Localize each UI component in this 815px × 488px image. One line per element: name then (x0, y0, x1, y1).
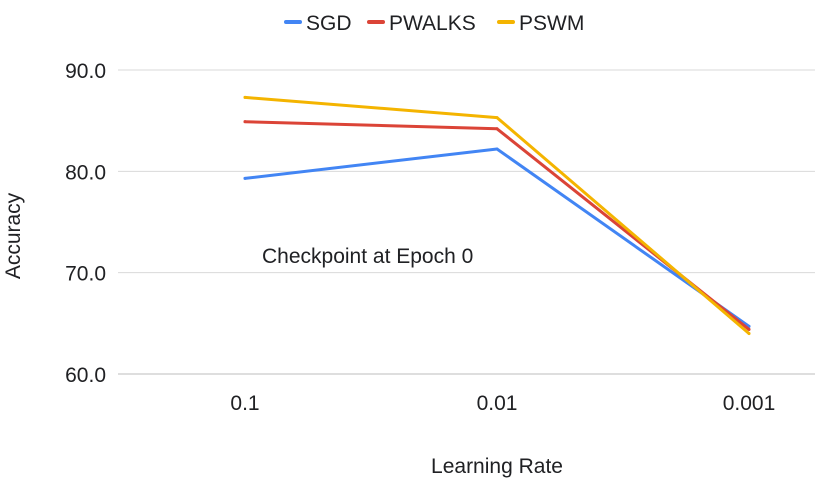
y-tick-label: 60.0 (65, 364, 106, 387)
data-point-pwalks (243, 120, 247, 124)
data-point-pwalks (495, 127, 499, 131)
series-lines (243, 95, 751, 335)
gridlines (118, 69, 815, 375)
y-tick-label: 90.0 (65, 60, 106, 83)
y-axis-ticks: 60.0 70.0 80.0 90.0 (65, 60, 106, 387)
legend-label-sgd: SGD (306, 12, 352, 35)
x-tick-label: 0.001 (723, 392, 776, 415)
data-point-pwalks (747, 327, 751, 331)
series-line-pwalks (243, 120, 751, 331)
legend-label-pswm: PSWM (519, 12, 584, 35)
data-point-pswm (495, 116, 499, 120)
data-point-sgd (495, 147, 499, 151)
series-line-pswm (243, 95, 751, 335)
data-point-pswm (747, 331, 751, 335)
y-axis-title: Accuracy (2, 192, 25, 279)
series-line-sgd (243, 147, 751, 328)
legend-label-pwalks: PWALKS (389, 12, 476, 35)
x-axis-title: Learning Rate (431, 455, 563, 478)
x-tick-label: 0.01 (477, 392, 518, 415)
annotation-text: Checkpoint at Epoch 0 (262, 245, 473, 268)
y-tick-label: 80.0 (65, 161, 106, 184)
y-tick-label: 70.0 (65, 263, 106, 286)
legend: SGD PWALKS PSWM (284, 12, 584, 35)
x-axis-ticks: 0.1 0.01 0.001 (230, 392, 775, 415)
data-point-pswm (243, 95, 247, 99)
data-point-sgd (243, 176, 247, 180)
x-tick-label: 0.1 (230, 392, 259, 415)
